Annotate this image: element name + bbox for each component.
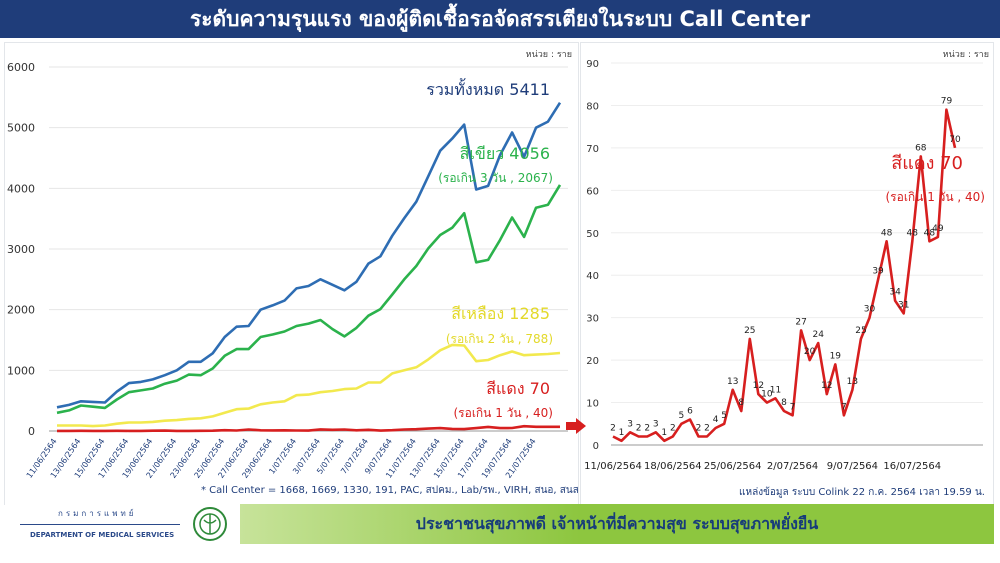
series-label-1: สีเขียว 4056 [460,144,550,163]
data-label: 68 [915,143,927,153]
series-line-1 [56,184,562,415]
unit-label: หน่วย : ราย [526,50,572,60]
y-tick-label: 90 [586,59,599,70]
series-label: สีแดง 70 [891,153,963,174]
source-note: แหล่งข้อมูล ระบบ Colink 22 ก.ค. 2564 เวล… [739,486,985,498]
data-label: 5 [721,411,727,421]
ministry-seal-icon [193,507,227,541]
data-label: 20 [804,347,816,357]
data-label: 2 [644,424,650,434]
data-label: 12 [753,381,764,391]
y-tick-label: 30 [586,314,599,325]
series-line-2 [57,343,561,428]
data-label: 39 [872,266,884,276]
unit-label: หน่วย : ราย [943,50,989,60]
data-label: 11 [770,385,781,395]
y-tick-label: 40 [586,271,599,282]
arrow-right-icon [566,418,586,434]
data-label: 2 [696,424,702,434]
data-label: 27 [795,317,806,327]
data-label: 34 [889,288,901,298]
x-tick-label: 25/06/2564 [704,461,762,472]
data-label: 2 [704,424,710,434]
data-label: 4 [713,415,719,425]
data-label: 10 [761,390,773,400]
series-sublabel-2: (รอเกิน 2 วัน , 788) [446,332,553,346]
page-title: ระดับความรุนแรง ของผู้ติดเชื้อรอจัดสรรเต… [0,0,1000,38]
data-label: 19 [830,351,842,361]
data-label: 12 [821,381,832,391]
x-tick-label: 16/07/2564 [883,461,941,472]
bottom-strip [0,545,1000,563]
data-label: 48 [907,228,919,238]
data-label: 1 [661,428,667,438]
y-tick-label: 2000 [7,304,35,317]
x-tick-label: 11/06/2564 [584,461,642,472]
dept-name-thai: กรมการแพทย์ [58,509,137,518]
y-tick-label: 0 [28,425,35,438]
data-label: 25 [855,326,866,336]
x-tick-label: 2/07/2564 [767,461,818,472]
data-label: 5 [679,411,685,421]
y-tick-label: 60 [586,186,599,197]
y-tick-label: 1000 [7,364,35,377]
data-label: 70 [949,135,961,145]
data-label: 48 [881,228,893,238]
dept-divider [20,524,180,525]
y-tick-label: 80 [586,101,599,112]
dept-name-english: DEPARTMENT OF MEDICAL SERVICES [30,531,175,539]
x-tick-label: 9/07/2564 [827,461,878,472]
red-line-chart: หน่วย : ราย 0 10 20 30 40 50 60 70 80 90 11/06/2564… [584,50,989,498]
series-label-3: สีแดง 70 [486,379,550,398]
data-label: 8 [738,398,744,408]
y-tick-label: 20 [586,356,599,367]
x-tick-label: 18/06/2564 [644,461,702,472]
data-label: 79 [941,97,953,107]
series-line-red [612,108,957,443]
data-label: 2 [670,424,676,434]
series-sublabel: (รอเกิน 1 วัน , 40) [885,190,985,204]
y-tick-label: 70 [586,144,599,155]
data-label: 7 [790,402,796,412]
series-sublabel-3: (รอเกิน 1 วัน , 40) [453,406,553,420]
red-chart-panel: หน่วย : ราย 0 10 20 30 40 50 60 70 80 90 11/06/2564… [580,42,994,506]
data-label: 7 [841,402,847,412]
data-label: 13 [847,377,858,387]
data-label: 3 [627,419,633,429]
data-label: 24 [812,330,824,340]
series-label-2: สีเหลือง 1285 [451,304,550,323]
y-tick-label: 5000 [7,122,35,135]
footnote: * Call Center = 1668, 1669, 1330, 191, P… [201,485,578,496]
series-line-3 [57,424,560,433]
data-label: 6 [687,407,693,417]
data-label: 2 [636,424,642,434]
data-label: 49 [932,224,944,234]
data-label: 25 [744,326,755,336]
y-tick-label: 4000 [7,182,35,195]
y-tick-label: 6000 [7,61,35,74]
series-label-0: รวมทั้งหมด 5411 [426,78,550,99]
slogan-bar: ประชาชนสุขภาพดี เจ้าหน้าที่มีความสุข ระบ… [240,504,994,544]
overall-line-chart: หน่วย : ราย010002000300040005000600011/0… [7,50,579,496]
overall-chart-panel: หน่วย : ราย 0 1000 2000 3000 4000 5000 6000 11/0… [4,42,579,506]
y-tick-label: 0 [593,441,599,452]
data-label: 31 [898,300,909,310]
data-label: 30 [864,305,876,315]
data-label: 3 [653,419,659,429]
series-line-0 [56,102,562,409]
data-label: 13 [727,377,738,387]
data-label: 48 [924,228,936,238]
y-tick-label: 50 [586,229,599,240]
data-label: 8 [781,398,787,408]
y-tick-label: 3000 [7,243,35,256]
data-label: 2 [610,424,616,434]
series-sublabel-1: (รอเกิน 3 วัน , 2067) [438,171,553,185]
data-label: 1 [619,428,625,438]
y-tick-label: 10 [586,399,599,410]
